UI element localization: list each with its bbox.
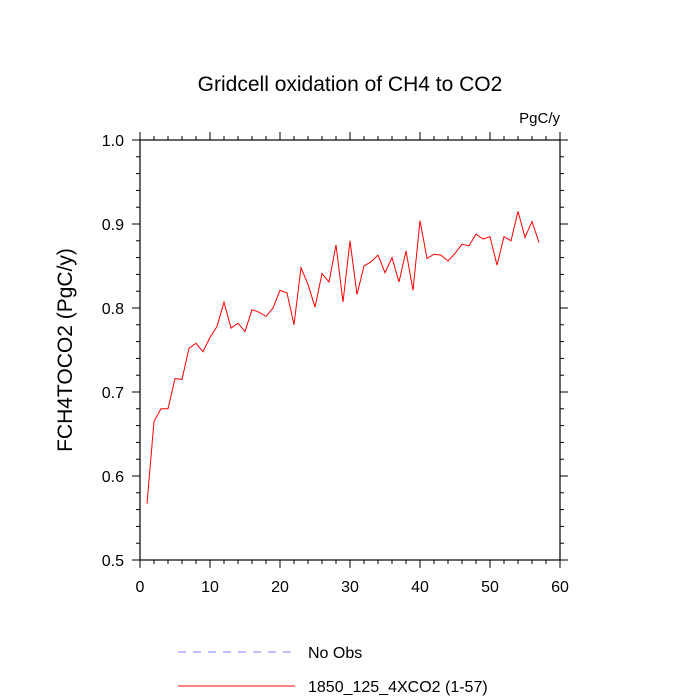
- y-tick-label: 0.5: [102, 553, 124, 570]
- plot-series: [146, 211, 540, 504]
- plot-frame: [139, 139, 561, 561]
- y-tick-label: 1.0: [102, 133, 124, 150]
- series-line: [146, 211, 540, 504]
- chart-title: Gridcell oxidation of CH4 to CO2: [198, 73, 503, 96]
- legend: No Obs 1850_125_4XCO2 (1-57): [178, 645, 488, 696]
- x-tick-label: 20: [271, 579, 289, 596]
- legend-label-4xco2: 1850_125_4XCO2 (1-57): [308, 679, 488, 696]
- legend-label-no-obs: No Obs: [308, 645, 362, 662]
- x-tick-label: 10: [201, 579, 219, 596]
- x-tick-label: 40: [411, 579, 429, 596]
- axis-ticks: 0 10 20 30 40 50 60 0.5 0.6 0.7 0.8 0.9 1.0: [102, 132, 569, 596]
- x-tick-label: 60: [551, 579, 569, 596]
- y-tick-label: 0.9: [102, 217, 124, 234]
- units-label: PgC/y: [519, 110, 560, 127]
- y-axis-label: FCH4TOCO2 (PgC/y): [54, 248, 77, 452]
- y-tick-label: 0.8: [102, 301, 124, 318]
- y-tick-label: 0.6: [102, 469, 124, 486]
- x-tick-label: 50: [481, 579, 499, 596]
- x-tick-label: 0: [136, 579, 145, 596]
- y-tick-label: 0.7: [102, 385, 124, 402]
- x-tick-label: 30: [341, 579, 359, 596]
